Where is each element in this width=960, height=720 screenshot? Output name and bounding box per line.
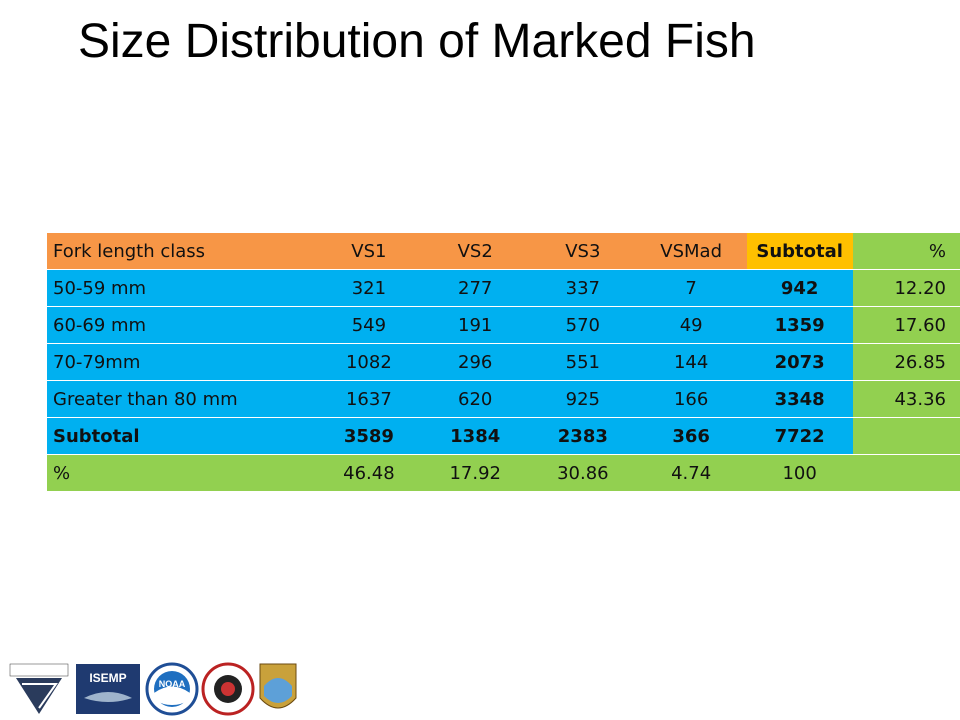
table-row: % 46.48 17.92 30.86 4.74 100: [47, 454, 960, 492]
table-cell: 296: [420, 343, 531, 381]
table-cell: %: [47, 454, 318, 492]
header-cell: Fork length class: [47, 233, 318, 270]
table-cell: 17.92: [420, 454, 531, 492]
table-row: Greater than 80 mm 1637 620 925 166 3348 43.36: [47, 380, 960, 418]
table-cell: 191: [420, 306, 531, 344]
table-cell: 46.48: [317, 454, 421, 492]
table-cell: 7: [635, 269, 747, 307]
table-cell: [852, 417, 960, 455]
logo-text: NOAA: [159, 679, 186, 689]
table-cell: 1359: [746, 306, 853, 344]
table-cell: 1082: [317, 343, 421, 381]
header-cell: VS3: [530, 233, 636, 270]
logo-strip: ISEMP NOAA: [9, 662, 297, 716]
table-cell: 4.74: [635, 454, 747, 492]
table-cell: 925: [530, 380, 636, 418]
table-cell: 3589: [317, 417, 421, 455]
table-cell: 30.86: [530, 454, 636, 492]
table-cell: 50-59 mm: [47, 269, 318, 307]
table-cell: 366: [635, 417, 747, 455]
table-cell: 60-69 mm: [47, 306, 318, 344]
header-cell: %: [852, 233, 960, 270]
table-cell: 43.36: [852, 380, 960, 418]
table-cell: 337: [530, 269, 636, 307]
table-row: Fork length class VS1 VS2 VS3 VSMad Subtotal%: [47, 233, 960, 270]
table-cell: Greater than 80 mm: [47, 380, 318, 418]
table-cell: 2383: [530, 417, 636, 455]
table-cell: 321: [317, 269, 421, 307]
table-cell: [852, 454, 960, 492]
logo-fws: [259, 663, 297, 709]
slide-title: Size Distribution of Marked Fish: [78, 15, 756, 68]
table-cell: 942: [746, 269, 853, 307]
logo-isemp: ISEMP: [76, 664, 140, 714]
table-cell: 144: [635, 343, 747, 381]
table-cell: 26.85: [852, 343, 960, 381]
data-table: Fork length class VS1 VS2 VS3 VSMad Subtotal%…: [47, 233, 960, 492]
table-cell: 1384: [420, 417, 531, 455]
table-cell: 49: [635, 306, 747, 344]
table-cell: Subtotal: [47, 417, 318, 455]
table-cell: 12.20: [852, 269, 960, 307]
logo-terraqua: [201, 662, 255, 716]
table-row: Subtotal 3589 1384 2383 366 7722: [47, 417, 960, 455]
table-row: 70-79mm 1082 296 551 144 2073 26.85: [47, 343, 960, 381]
table-cell: 17.60: [852, 306, 960, 344]
table-cell: 549: [317, 306, 421, 344]
table-cell: 551: [530, 343, 636, 381]
logo-text: ISEMP: [89, 671, 126, 685]
header-cell: Subtotal: [746, 233, 853, 270]
logo-bonneville: [9, 663, 69, 714]
table-row: 50-59 mm 321 277 337 7 942 12.20: [47, 269, 960, 307]
table-cell: 2073: [746, 343, 853, 381]
table-cell: 620: [420, 380, 531, 418]
table-row: 60-69 mm 549 191 570 49 1359 17.60: [47, 306, 960, 344]
header-cell: VS2: [420, 233, 531, 270]
table-cell: 277: [420, 269, 531, 307]
logo-noaa: NOAA: [145, 662, 199, 716]
table-cell: 7722: [746, 417, 853, 455]
table-cell: 570: [530, 306, 636, 344]
table-cell: 166: [635, 380, 747, 418]
table-cell: 1637: [317, 380, 421, 418]
table-cell: 100: [746, 454, 853, 492]
header-cell: VSMad: [635, 233, 747, 270]
header-cell: VS1: [317, 233, 421, 270]
table-cell: 3348: [746, 380, 853, 418]
table-cell: 70-79mm: [47, 343, 318, 381]
